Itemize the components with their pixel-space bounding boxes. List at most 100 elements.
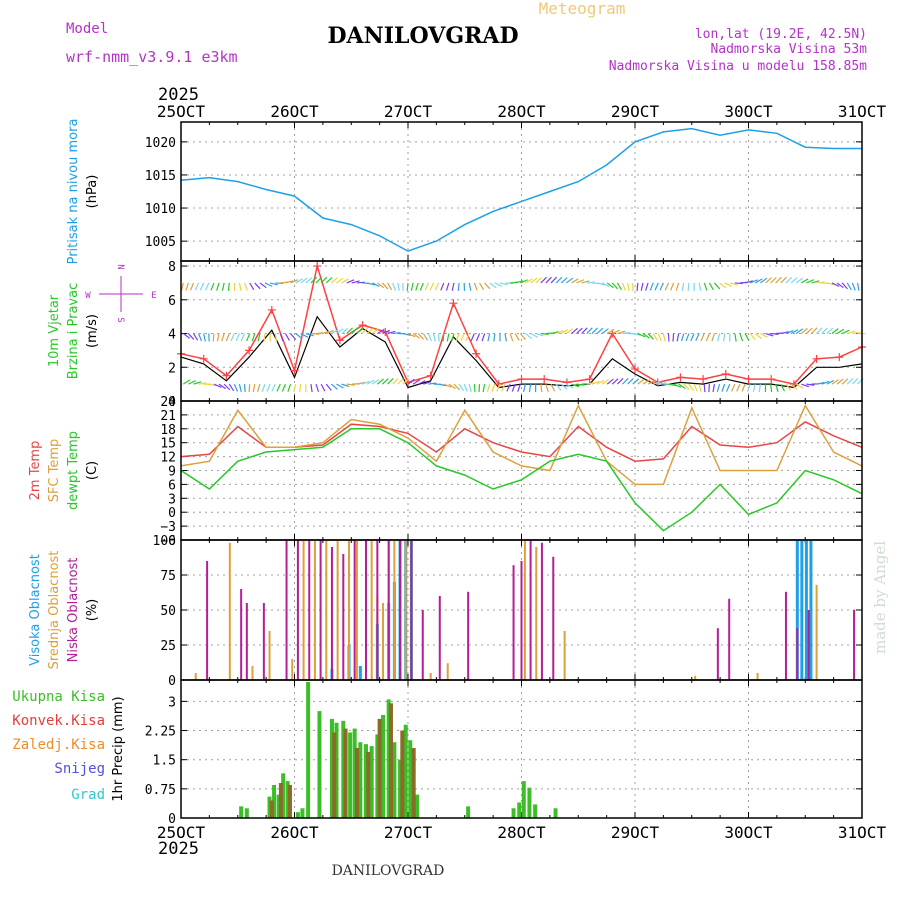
bar-srednja: [563, 631, 566, 680]
wind-arrow: [654, 282, 659, 291]
wind-arrow: [361, 380, 370, 385]
wind-arrow: [473, 384, 476, 393]
wind-arrow: [795, 328, 804, 335]
bar-srednja: [194, 673, 197, 680]
wind-arrow: [249, 282, 255, 291]
wind-arrow: [775, 383, 779, 392]
bar-ukupna-kisa: [317, 711, 322, 818]
bar-konvek-kisa: [354, 748, 359, 818]
wind-arrow: [193, 381, 202, 385]
wind-arrow: [299, 384, 302, 393]
wind-arrow: [509, 333, 514, 342]
wind-arrow: [675, 282, 680, 291]
wind-arrow: [611, 378, 619, 385]
bar-ukupna-kisa: [521, 781, 526, 818]
ytick-label: 6: [168, 294, 176, 309]
wind-arrow: [816, 327, 823, 334]
page-title: DANILOVGRAD: [327, 23, 518, 49]
wind-arrow: [662, 333, 666, 342]
wind-arrow: [606, 378, 614, 385]
wind-arrow: [530, 332, 538, 338]
wind-arrow: [438, 383, 447, 387]
bar-niska: [365, 540, 368, 680]
model-name: wrf-nmm_v3.9.1 e3km: [66, 48, 238, 66]
wind-arrow: [847, 330, 856, 335]
wind-arrow: [816, 281, 825, 284]
wind-arrow: [257, 383, 261, 392]
bar-ukupna-kisa: [272, 784, 277, 818]
gust-marker: [245, 346, 254, 355]
wind-arrow: [622, 377, 629, 385]
ytick-label: 21: [160, 409, 176, 424]
bar-visoka: [809, 540, 813, 680]
bar-niska: [784, 591, 787, 680]
wind-arrow: [252, 384, 256, 393]
bar-srednja: [268, 631, 271, 680]
wind-arrow: [637, 332, 646, 338]
gust-marker: [267, 305, 276, 314]
wind-arrow: [747, 383, 751, 392]
wind-arrow: [698, 282, 702, 291]
wind-arrow: [811, 280, 820, 284]
wind-arrow: [496, 383, 501, 392]
wind-arrow: [680, 333, 685, 342]
bar-visoka: [804, 540, 808, 680]
wind-arrow: [601, 328, 609, 335]
wind-arrow: [640, 282, 644, 291]
wind-arrow: [341, 383, 350, 388]
wind-arrow: [591, 327, 599, 334]
wind-arrow: [586, 381, 595, 385]
gust-marker: [812, 354, 821, 363]
wind-arrow: [341, 278, 349, 284]
ytick-label: 0: [168, 395, 176, 410]
wind-arrow: [274, 333, 278, 342]
wind-arrow: [320, 276, 328, 284]
ytick-label: 6: [168, 478, 176, 493]
wind-arrow: [361, 327, 369, 334]
wind-arrow: [351, 280, 360, 284]
wind-arrow: [182, 379, 191, 385]
wind-arrow: [705, 333, 710, 342]
wind-arrow: [194, 282, 200, 291]
wind-arrow: [295, 278, 303, 284]
bar-niska: [285, 540, 288, 680]
wind-arrow: [199, 282, 205, 291]
xtick-bottom: 31OCT: [838, 823, 887, 842]
wind-arrow: [276, 383, 281, 392]
wind-arrow: [445, 282, 450, 291]
gust-marker: [835, 353, 844, 362]
line-dewpt-temp: [180, 428, 863, 532]
wind-arrow: [371, 282, 380, 288]
wind-arrow: [254, 282, 261, 290]
wind-arrow: [246, 333, 251, 342]
ytick-label: 1020: [145, 136, 176, 151]
bar-niska: [438, 596, 441, 680]
ytick-label: 8: [168, 260, 176, 275]
ylabel-pressure: (hPa): [85, 175, 100, 209]
wind-arrow: [387, 282, 393, 291]
wind-arrow: [473, 282, 478, 291]
ylabel-cloud: Visoka Oblacnost: [28, 554, 43, 666]
bar-ukupna-kisa: [358, 742, 363, 818]
wind-arrow: [752, 383, 756, 393]
ytick-label: 0.75: [145, 783, 176, 798]
bar-ukupna-kisa: [369, 746, 374, 818]
wind-arrow: [535, 277, 543, 284]
bar-ukupna-kisa: [527, 787, 532, 818]
wind-arrow: [571, 278, 579, 284]
wind-arrow: [673, 383, 682, 388]
wind-arrow: [478, 282, 485, 291]
bar-srednja: [291, 659, 294, 680]
wind-arrow: [221, 333, 225, 342]
bar-konvek-kisa: [377, 718, 382, 818]
wind-arrow: [693, 383, 698, 392]
wind-arrow: [698, 383, 702, 393]
xtick-top: 26OCT: [270, 102, 319, 121]
wind-arrow: [346, 383, 355, 386]
bar-ukupna-kisa: [281, 773, 286, 818]
panel-pressure: 1005 1010 1015 1020 Pritisak na nivou mora (h…: [66, 119, 863, 264]
wind-arrow: [795, 383, 804, 389]
gust-marker: [335, 336, 344, 345]
bar-niska: [308, 540, 311, 680]
xtick-bottom: 29OCT: [611, 823, 660, 842]
